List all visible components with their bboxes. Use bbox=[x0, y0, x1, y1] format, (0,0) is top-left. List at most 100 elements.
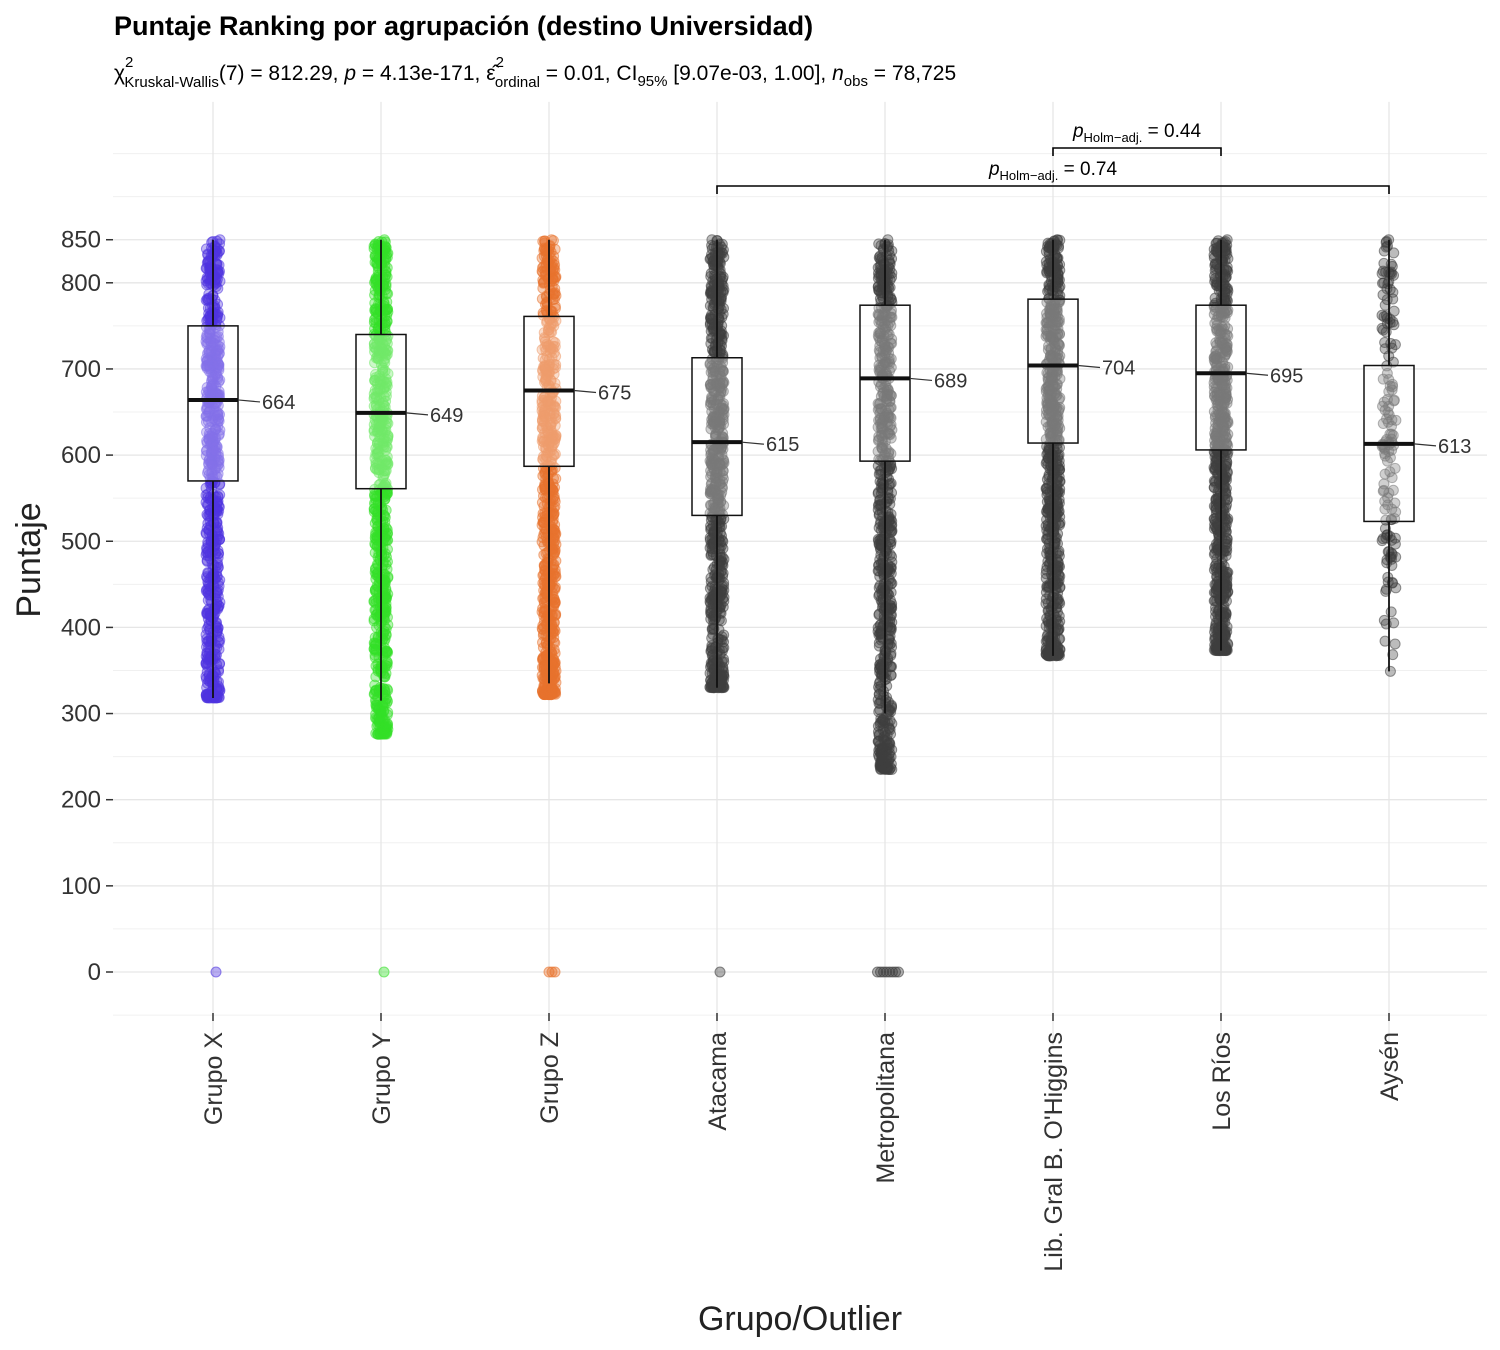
data-point bbox=[203, 524, 215, 536]
data-point bbox=[380, 598, 392, 610]
data-point bbox=[1221, 283, 1233, 295]
data-point bbox=[885, 536, 897, 548]
data-point bbox=[381, 646, 393, 658]
grid bbox=[113, 101, 1487, 1046]
data-point bbox=[717, 536, 729, 548]
data-point bbox=[380, 628, 392, 640]
data-point bbox=[709, 309, 721, 321]
data-point bbox=[201, 572, 213, 584]
data-point bbox=[202, 587, 214, 599]
data-point bbox=[874, 663, 886, 675]
data-point bbox=[536, 519, 548, 531]
data-point bbox=[885, 602, 897, 614]
data-point bbox=[369, 585, 381, 597]
data-point bbox=[536, 606, 548, 618]
data-point bbox=[1209, 595, 1221, 607]
data-point bbox=[546, 683, 558, 695]
data-point bbox=[1216, 468, 1228, 480]
data-point bbox=[212, 306, 224, 318]
data-point bbox=[710, 255, 722, 267]
data-point bbox=[549, 283, 561, 295]
data-point bbox=[380, 559, 392, 571]
data-point bbox=[1220, 242, 1232, 254]
data-point bbox=[212, 552, 224, 564]
data-point bbox=[712, 670, 724, 682]
data-point bbox=[1040, 483, 1052, 495]
data-point bbox=[201, 403, 213, 415]
data-point bbox=[538, 528, 550, 540]
data-point bbox=[541, 576, 553, 588]
data-point bbox=[874, 494, 886, 506]
data-point bbox=[1042, 241, 1054, 253]
data-point bbox=[1046, 596, 1058, 608]
data-point bbox=[538, 659, 550, 671]
data-point bbox=[883, 742, 895, 754]
data-point bbox=[548, 527, 560, 539]
zero-point bbox=[714, 966, 726, 978]
zero-point bbox=[893, 966, 904, 978]
data-point bbox=[1216, 255, 1228, 267]
data-point bbox=[213, 600, 225, 612]
data-point bbox=[212, 371, 224, 383]
data-point bbox=[370, 639, 382, 651]
data-point bbox=[206, 459, 218, 471]
data-point bbox=[873, 729, 885, 741]
data-point bbox=[1040, 648, 1052, 660]
data-point bbox=[717, 661, 729, 673]
data-point bbox=[705, 645, 717, 657]
data-point bbox=[204, 422, 216, 434]
data-point bbox=[377, 723, 389, 735]
data-point bbox=[706, 681, 718, 693]
data-point bbox=[873, 706, 885, 718]
data-point bbox=[874, 518, 886, 530]
data-point bbox=[202, 613, 214, 625]
data-point bbox=[1389, 638, 1401, 650]
data-point bbox=[204, 335, 216, 347]
data-point bbox=[370, 708, 382, 720]
data-point bbox=[1045, 549, 1057, 561]
data-point bbox=[381, 310, 393, 322]
data-point bbox=[537, 636, 549, 648]
data-point bbox=[1048, 513, 1060, 525]
data-point bbox=[209, 653, 221, 665]
data-point bbox=[1384, 665, 1396, 677]
data-point bbox=[704, 534, 716, 546]
data-point bbox=[537, 470, 549, 482]
data-point bbox=[878, 720, 890, 732]
data-point bbox=[381, 287, 393, 299]
data-point bbox=[213, 680, 225, 692]
zero-point bbox=[210, 966, 222, 978]
data-point bbox=[1216, 503, 1228, 515]
data-point bbox=[873, 744, 885, 756]
data-point bbox=[203, 459, 215, 471]
data-point bbox=[1040, 520, 1052, 532]
data-point bbox=[213, 533, 225, 545]
data-point bbox=[1042, 452, 1054, 464]
data-point bbox=[706, 546, 718, 558]
jitter-points bbox=[200, 234, 1402, 978]
data-point bbox=[206, 430, 218, 442]
data-point bbox=[206, 416, 218, 428]
data-point bbox=[1209, 547, 1221, 559]
data-point bbox=[201, 354, 213, 366]
data-point bbox=[873, 508, 885, 520]
data-point bbox=[716, 329, 728, 341]
data-point bbox=[875, 760, 887, 772]
data-point bbox=[886, 253, 898, 265]
data-point bbox=[1053, 449, 1065, 461]
data-point bbox=[212, 407, 224, 419]
data-point bbox=[705, 661, 717, 673]
data-point bbox=[1221, 494, 1233, 506]
data-point bbox=[200, 650, 212, 662]
data-point bbox=[370, 274, 382, 286]
data-point bbox=[206, 385, 218, 397]
data-point bbox=[877, 567, 889, 579]
data-point bbox=[877, 278, 889, 290]
data-point bbox=[381, 683, 393, 695]
data-point bbox=[873, 539, 885, 551]
data-point bbox=[550, 539, 562, 551]
data-point bbox=[1221, 542, 1233, 554]
data-point bbox=[877, 581, 889, 593]
data-point bbox=[536, 293, 548, 305]
